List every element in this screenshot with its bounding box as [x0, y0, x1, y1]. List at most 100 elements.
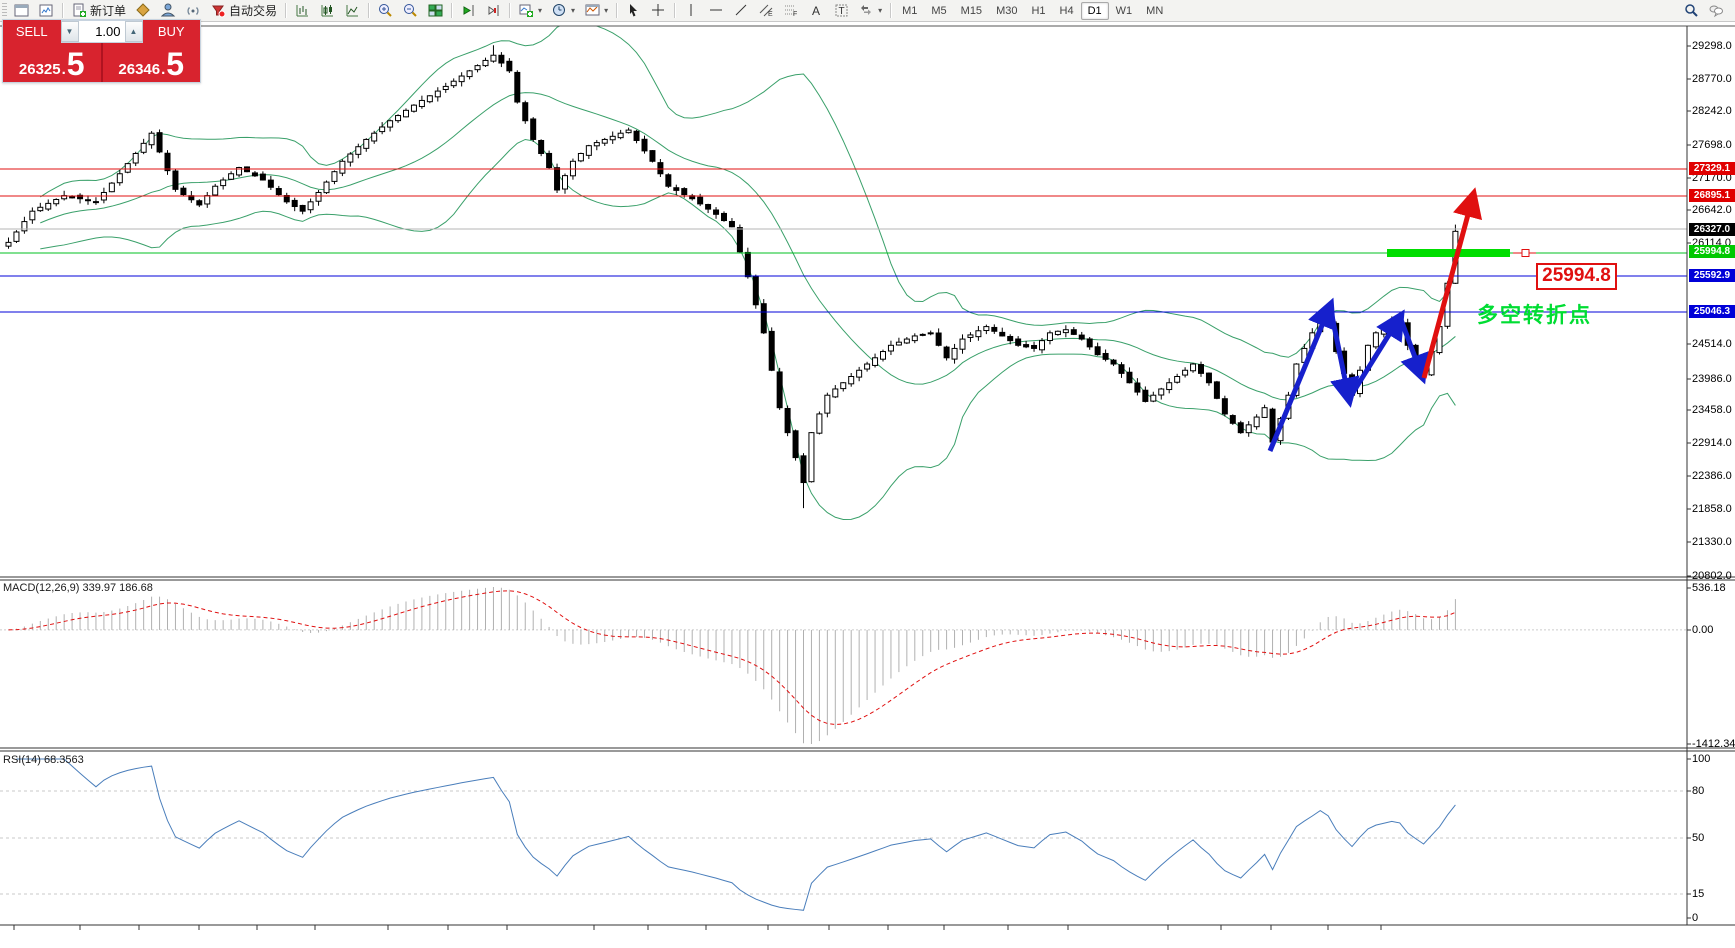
macd-tick-label: 536.18	[1692, 582, 1726, 594]
periods-icon	[553, 4, 566, 16]
text-label-icon: T	[835, 4, 848, 17]
zigzag-arrow-segment[interactable]	[1397, 316, 1429, 385]
indicators-icon	[519, 4, 534, 17]
sell-price-dot: .	[61, 61, 66, 78]
crosshair-button[interactable]	[646, 0, 671, 21]
fibonacci-button[interactable]: F	[779, 0, 804, 21]
chevron-down-icon: ▾	[604, 6, 609, 15]
macd-tick-label: -1412.34	[1692, 738, 1735, 750]
price-tick-label: 24514.0	[1692, 338, 1732, 350]
arrows-button[interactable]: ▾	[854, 0, 887, 21]
new-order-button[interactable]: 新订单	[67, 0, 131, 21]
timeframe-m15-button[interactable]: M15	[960, 4, 983, 17]
zigzag-arrow-segment[interactable]	[1267, 297, 1336, 452]
chart-window-button[interactable]	[9, 0, 34, 21]
projection-up-arrow[interactable]	[1421, 187, 1483, 379]
buy-price[interactable]: 26346 . 5	[102, 43, 200, 82]
indicators-button[interactable]: ▾	[514, 0, 547, 21]
bollinger-middle	[40, 92, 1456, 401]
volume-input[interactable]	[78, 21, 125, 42]
sell-price-main: 26325	[18, 61, 61, 78]
price-callout-label[interactable]: 25994.8	[1536, 263, 1617, 290]
timeframe-m5-button[interactable]: M5	[931, 4, 947, 17]
rsi-tick-label: 50	[1692, 832, 1705, 844]
autotrading-button[interactable]: 自动交易	[206, 0, 282, 21]
timeframe-m1-button[interactable]: M1	[902, 4, 918, 17]
timeframe-h4-button[interactable]: H4	[1059, 4, 1074, 17]
search-button[interactable]	[1679, 0, 1704, 21]
volume-decrease-button[interactable]: ▼	[60, 21, 79, 42]
rsi-tick-label: 0	[1692, 912, 1699, 924]
rsi-tick-label: 80	[1692, 785, 1705, 797]
volume-increase-button[interactable]: ▲	[124, 21, 143, 42]
timeframe-mn-button[interactable]: MN	[1146, 4, 1164, 17]
price-tick-label: 22914.0	[1692, 437, 1732, 449]
auto-scroll-button[interactable]	[456, 0, 481, 21]
cursor-button[interactable]	[621, 0, 646, 21]
toolbar-separator	[451, 3, 454, 18]
expert-advisors-icon	[161, 3, 176, 17]
timeframe-h1-button[interactable]: H1	[1031, 4, 1046, 17]
templates-button[interactable]: ▾	[580, 0, 613, 21]
tile-windows-icon	[428, 4, 443, 17]
candle-chart-mode-button[interactable]	[315, 0, 340, 21]
toolbar: 新订单 自动交易 ▾ ▾ ▾ E F A T ▾ M1 M5 M15 M30 H1 H4 D1 W1 MN	[0, 0, 1735, 22]
svg-text:F: F	[793, 11, 797, 18]
price-tick-label: 28770.0	[1692, 73, 1732, 85]
rsi-tick-label: 100	[1692, 753, 1711, 765]
price-badge: 25046.3	[1689, 305, 1735, 318]
buy-price-big: 5	[166, 46, 185, 82]
signals-button[interactable]	[181, 0, 206, 21]
bar-chart-mode-button[interactable]	[290, 0, 315, 21]
zoom-in-button[interactable]	[373, 0, 398, 21]
toolbar-separator	[509, 3, 512, 18]
text-icon: A	[812, 4, 820, 18]
arrows-icon	[861, 5, 872, 15]
equidistant-channel-button[interactable]: E	[754, 0, 779, 21]
line-chart-mode-button[interactable]	[340, 0, 365, 21]
chart-shift-button[interactable]	[481, 0, 506, 21]
fibonacci-icon: F	[785, 5, 797, 18]
zigzag-arrow-segment[interactable]	[1327, 305, 1360, 408]
text-button[interactable]: A	[804, 0, 829, 21]
thick-green-trend-bar[interactable]	[1387, 249, 1510, 257]
chart-area[interactable]: ▲ HK50-,Daily 25494.5 26435.0 25484.5 26…	[0, 22, 1735, 948]
sell-button[interactable]: SELL	[3, 20, 61, 43]
horizontal-line-button[interactable]	[704, 0, 729, 21]
periods-button[interactable]: ▾	[547, 0, 580, 21]
rsi-line	[16, 758, 1456, 911]
rsi-label: RSI(14) 68.3563	[3, 754, 84, 766]
price-tick-label: 23986.0	[1692, 373, 1732, 385]
expert-advisors-button[interactable]	[156, 0, 181, 21]
timeframe-d1-button[interactable]: D1	[1080, 1, 1109, 20]
trendline-icon	[735, 4, 747, 16]
text-label-button[interactable]: T	[829, 0, 854, 21]
zigzag-arrow-segment[interactable]	[1346, 309, 1405, 401]
metaeditor-icon	[136, 3, 150, 17]
sell-price[interactable]: 26325 . 5	[3, 43, 103, 82]
price-tick-label: 20802.0	[1692, 570, 1732, 582]
zoom-out-icon	[404, 4, 417, 17]
templates-icon	[585, 4, 600, 16]
buy-button[interactable]: BUY	[142, 20, 200, 43]
vertical-line-button[interactable]	[679, 0, 704, 21]
annotation-note[interactable]: 多空转折点	[1477, 304, 1592, 327]
line-chart-mode-icon	[346, 5, 359, 17]
tick-chart-button[interactable]	[34, 0, 59, 21]
sell-price-big: 5	[66, 46, 85, 82]
community-chat-button[interactable]	[1704, 0, 1729, 21]
price-badge: 25994.8	[1689, 245, 1735, 258]
price-tick-label: 26642.0	[1692, 204, 1732, 216]
timeframe-w1-button[interactable]: W1	[1115, 4, 1133, 17]
zoom-out-button[interactable]	[398, 0, 423, 21]
toolbar-separator	[285, 3, 288, 18]
bollinger-upper	[40, 26, 1456, 358]
timeframe-m30-button[interactable]: M30	[996, 4, 1018, 17]
tile-windows-button[interactable]	[423, 0, 448, 21]
signals-icon	[187, 7, 199, 15]
buy-price-dot: .	[161, 61, 166, 78]
trendline-button[interactable]	[729, 0, 754, 21]
metaeditor-button[interactable]	[131, 0, 156, 21]
chevron-down-icon: ▾	[571, 6, 576, 15]
